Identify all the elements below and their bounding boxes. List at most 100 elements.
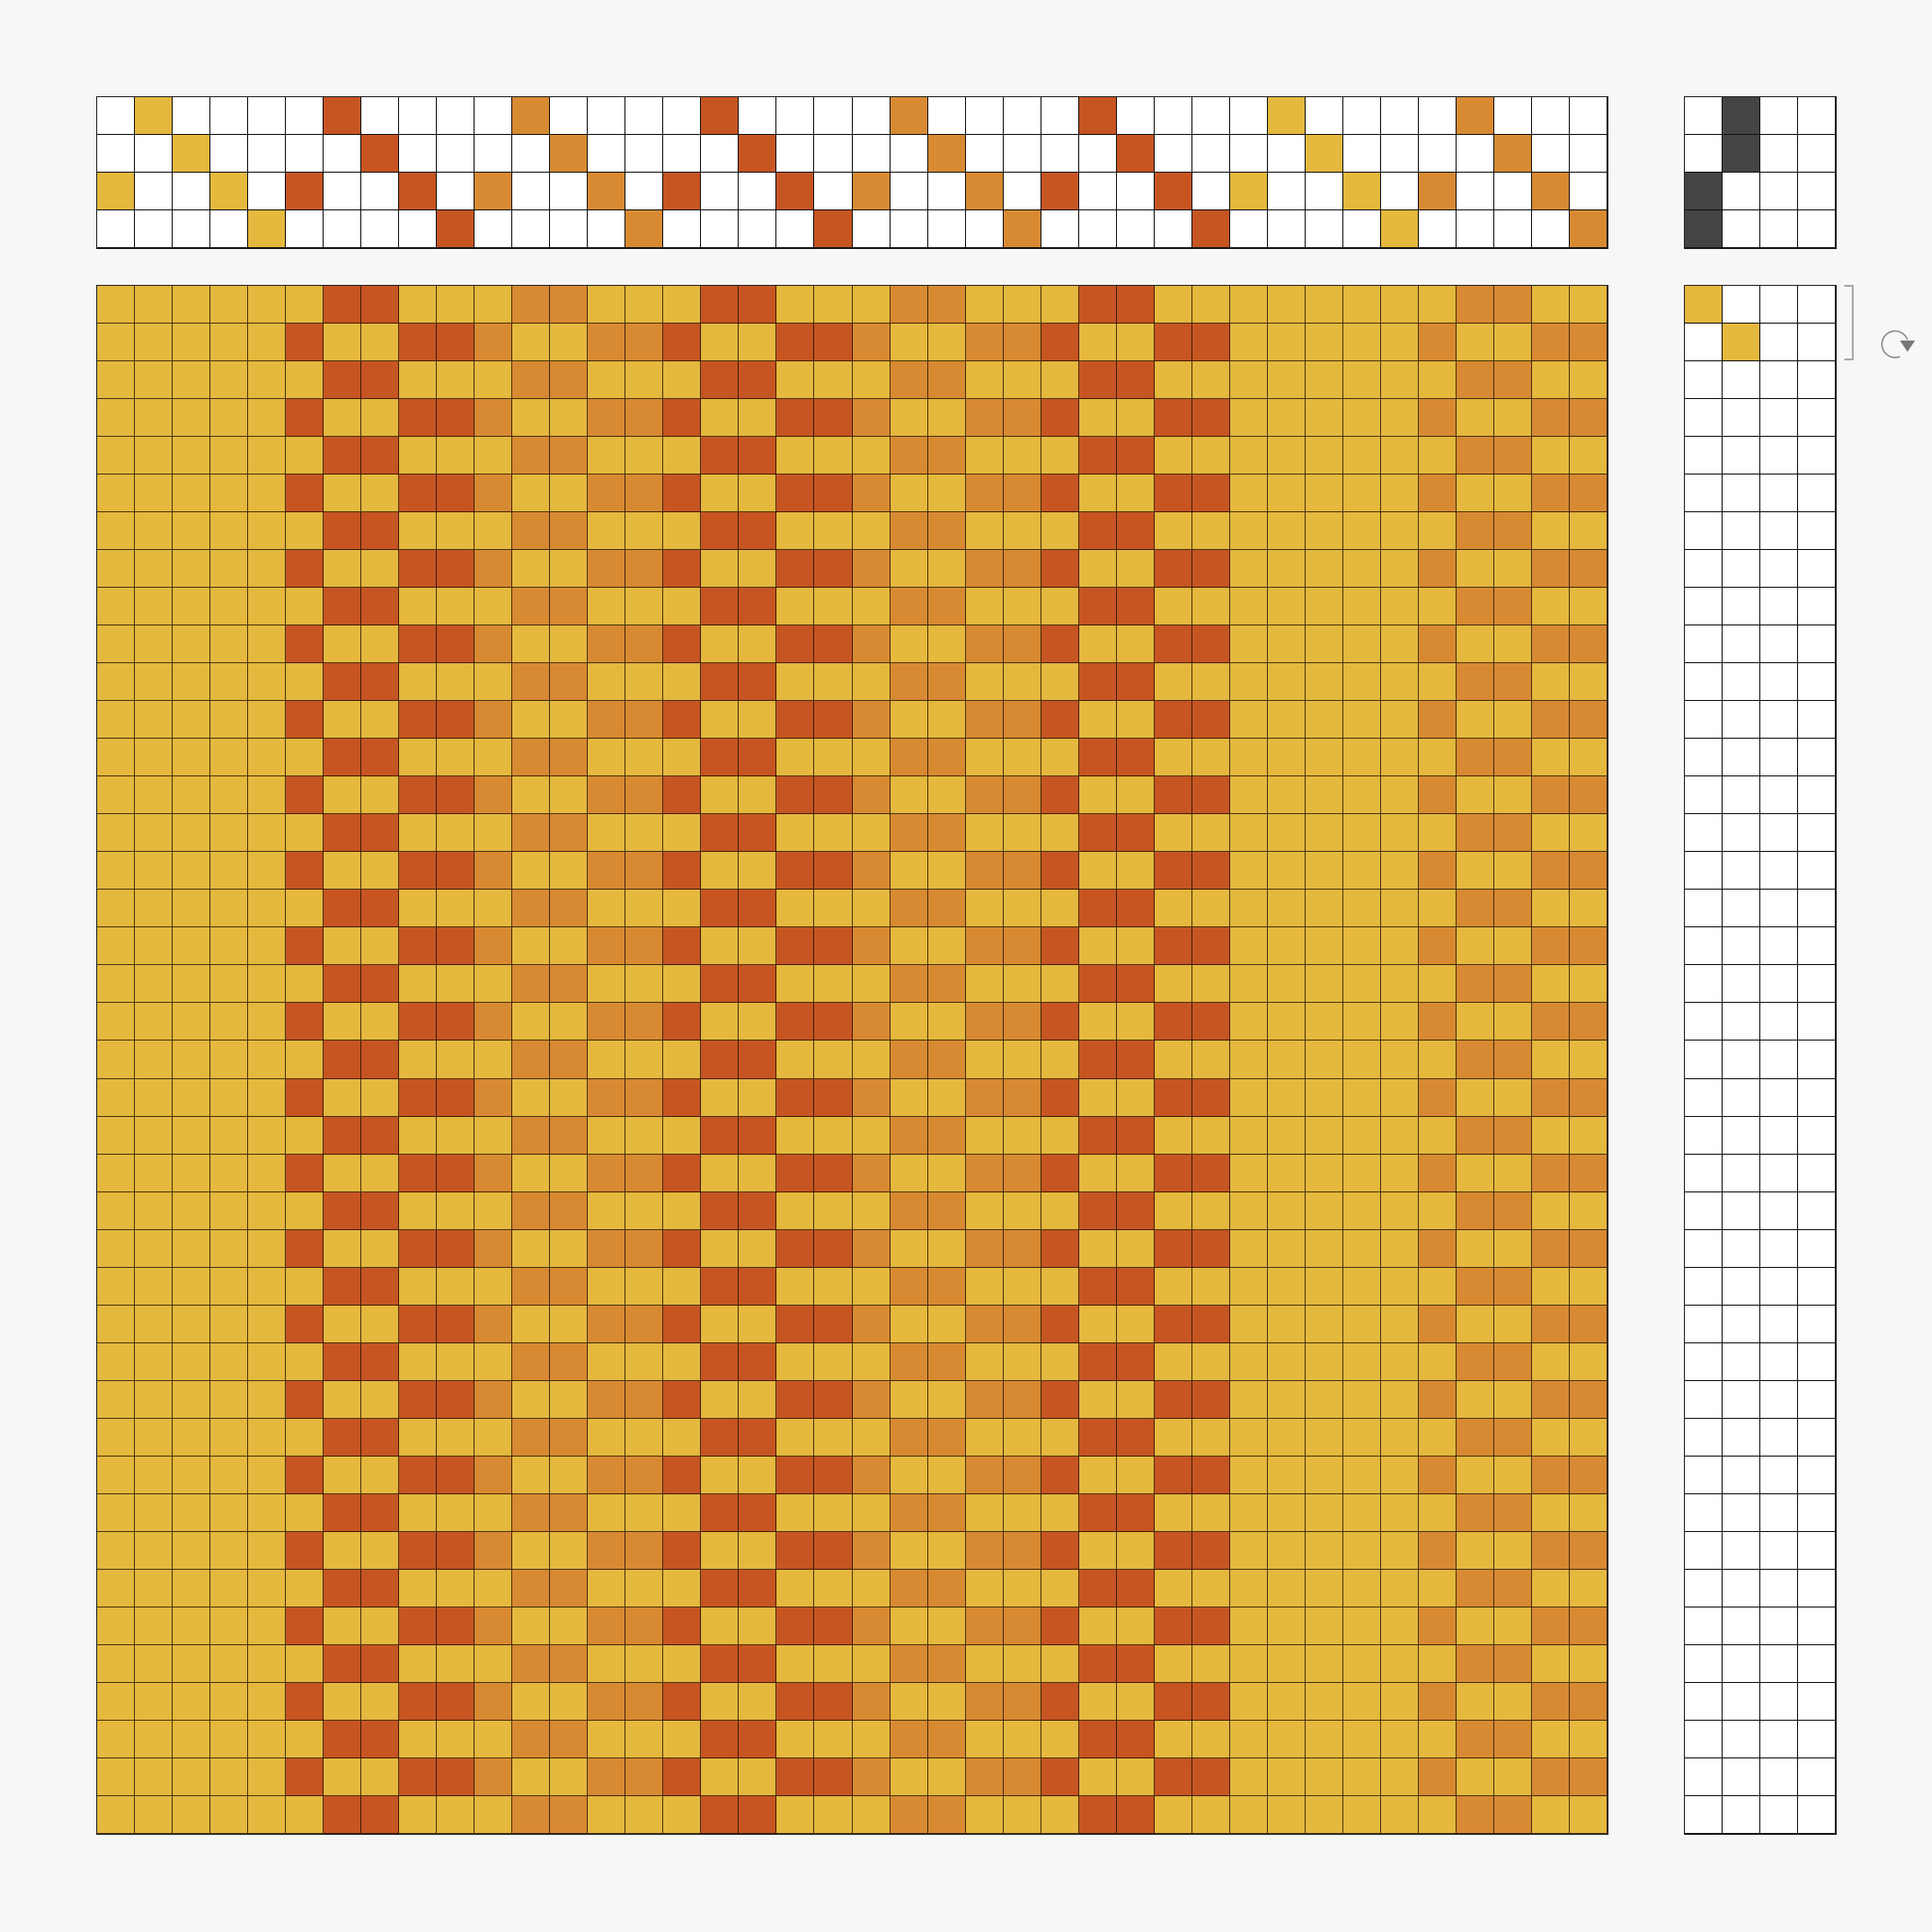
treadling-cell[interactable] (1685, 437, 1723, 475)
treadling-cell[interactable] (1723, 1493, 1760, 1532)
threading-cell[interactable] (776, 97, 815, 135)
threading-cell-filled[interactable] (776, 173, 815, 210)
tieup-cell[interactable] (1760, 97, 1798, 135)
treadling-cell[interactable] (1798, 475, 1836, 513)
threading-cell-filled[interactable] (663, 173, 702, 210)
treadling-cell[interactable] (1723, 1682, 1760, 1721)
threading-cell-filled[interactable] (1191, 210, 1230, 248)
treadling-cell[interactable] (1723, 965, 1760, 1004)
threading-cell[interactable] (663, 210, 702, 248)
treadling-cell[interactable] (1685, 701, 1723, 740)
treadling-cell[interactable] (1685, 776, 1723, 815)
threading-cell-filled[interactable] (890, 97, 928, 135)
treadling-cell[interactable] (1798, 399, 1836, 438)
threading-cell-filled[interactable] (210, 173, 249, 210)
tieup-cell[interactable] (1685, 135, 1723, 173)
treadling-cell[interactable] (1685, 399, 1723, 438)
threading-cell[interactable] (1191, 97, 1230, 135)
treadling-cell[interactable] (1723, 512, 1760, 551)
treadling-cell[interactable] (1685, 588, 1723, 626)
treadling-cell[interactable] (1760, 927, 1798, 966)
threading-cell[interactable] (588, 135, 626, 173)
threading-cell[interactable] (663, 135, 702, 173)
threading-cell[interactable] (324, 135, 362, 173)
treadling-cell[interactable] (1798, 927, 1836, 966)
threading-cell[interactable] (399, 135, 438, 173)
treadling-cell[interactable] (1723, 1757, 1760, 1796)
threading-cell-filled[interactable] (512, 97, 551, 135)
treadling-cell[interactable] (1685, 1795, 1723, 1834)
treadling-cell[interactable] (1685, 1456, 1723, 1494)
threading-cell-filled[interactable] (1493, 135, 1532, 173)
treadling-cell[interactable] (1798, 550, 1836, 589)
treadling-cell[interactable] (1760, 814, 1798, 853)
threading-cell[interactable] (1229, 97, 1268, 135)
threading-cell[interactable] (248, 135, 287, 173)
tieup-cell[interactable] (1798, 210, 1836, 248)
threading-cell[interactable] (1456, 173, 1494, 210)
threading-cell[interactable] (475, 135, 513, 173)
tieup-cell-tied[interactable] (1685, 173, 1723, 210)
treadling-cell[interactable] (1723, 1531, 1760, 1570)
treadling-cell[interactable] (1760, 550, 1798, 589)
treadling-cell[interactable] (1760, 1720, 1798, 1758)
threading-cell[interactable] (1154, 210, 1192, 248)
treadling-cell[interactable] (1685, 512, 1723, 551)
treadling-cell[interactable] (1798, 1795, 1836, 1834)
treadling-cell[interactable] (1760, 1380, 1798, 1419)
threading-cell[interactable] (1531, 210, 1570, 248)
threading-cell[interactable] (625, 173, 664, 210)
treadling-cell[interactable] (1760, 1682, 1798, 1721)
treadling-cell[interactable] (1723, 399, 1760, 438)
treadling-cell[interactable] (1760, 512, 1798, 551)
threading-cell[interactable] (965, 97, 1004, 135)
threading-cell[interactable] (1116, 173, 1155, 210)
threading-cell[interactable] (739, 97, 777, 135)
treadling-cell[interactable] (1685, 1720, 1723, 1758)
treadling-cell[interactable] (1798, 701, 1836, 740)
treadling-cell[interactable] (1685, 1116, 1723, 1155)
treadling-cell[interactable] (1760, 1078, 1798, 1117)
treadling-cell[interactable] (1760, 1456, 1798, 1494)
tieup-grid[interactable] (1684, 96, 1837, 249)
threading-cell[interactable] (852, 210, 891, 248)
threading-cell[interactable] (1305, 97, 1343, 135)
tieup-cell[interactable] (1798, 173, 1836, 210)
threading-cell[interactable] (1569, 97, 1607, 135)
treadling-cell[interactable] (1723, 588, 1760, 626)
rotate-repeat-icon[interactable] (1870, 321, 1926, 368)
tieup-cell[interactable] (1760, 135, 1798, 173)
treadling-cell[interactable] (1723, 550, 1760, 589)
threading-cell[interactable] (361, 173, 400, 210)
treadling-cell[interactable] (1685, 1569, 1723, 1607)
tieup-cell[interactable] (1798, 135, 1836, 173)
threading-cell[interactable] (588, 210, 626, 248)
treadling-cell[interactable] (1723, 814, 1760, 853)
threading-cell[interactable] (1003, 173, 1041, 210)
treadling-cell[interactable] (1798, 1644, 1836, 1683)
treadling-cell[interactable] (1723, 1342, 1760, 1381)
threading-cell[interactable] (324, 210, 362, 248)
threading-cell-filled[interactable] (1569, 210, 1607, 248)
tieup-cell[interactable] (1798, 97, 1836, 135)
threading-cell-filled[interactable] (739, 135, 777, 173)
threading-cell-filled[interactable] (1041, 173, 1079, 210)
tieup-cell-tied[interactable] (1685, 210, 1723, 248)
treadling-cell[interactable] (1798, 1003, 1836, 1041)
treadling-cell[interactable] (1723, 1078, 1760, 1117)
tieup-cell[interactable] (1760, 173, 1798, 210)
treadling-cell[interactable] (1760, 437, 1798, 475)
treadling-cell[interactable] (1723, 1229, 1760, 1268)
threading-cell[interactable] (361, 210, 400, 248)
treadling-cell[interactable] (1798, 588, 1836, 626)
threading-cell[interactable] (1418, 210, 1457, 248)
threading-cell[interactable] (550, 173, 589, 210)
treadling-cell[interactable] (1760, 1267, 1798, 1306)
threading-cell[interactable] (97, 210, 136, 248)
threading-cell[interactable] (701, 210, 740, 248)
treadling-cell[interactable] (1685, 1418, 1723, 1457)
treadling-cell[interactable] (1798, 1531, 1836, 1570)
threading-cell[interactable] (1380, 173, 1419, 210)
threading-cell-filled[interactable] (814, 210, 853, 248)
threading-cell[interactable] (1305, 210, 1343, 248)
